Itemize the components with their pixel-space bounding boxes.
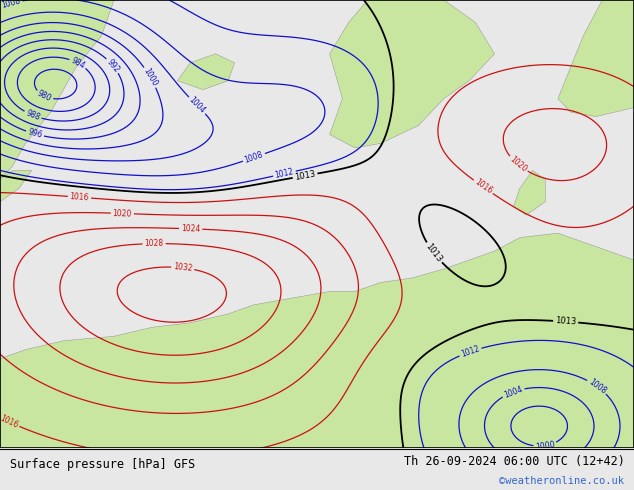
Text: 1013: 1013 <box>555 317 576 327</box>
Text: 1000: 1000 <box>534 440 555 452</box>
Text: Surface pressure [hPa] GFS: Surface pressure [hPa] GFS <box>10 458 195 471</box>
Text: 996: 996 <box>27 127 43 140</box>
Text: 1008: 1008 <box>1 0 22 10</box>
Text: 1000: 1000 <box>141 67 159 88</box>
Polygon shape <box>558 0 634 117</box>
Text: 1012: 1012 <box>460 344 481 359</box>
Text: 1016: 1016 <box>473 178 494 196</box>
Text: 1008: 1008 <box>243 150 264 165</box>
Text: 1004: 1004 <box>187 96 207 116</box>
Text: 1016: 1016 <box>0 414 20 430</box>
Text: 1024: 1024 <box>181 224 200 234</box>
Polygon shape <box>0 171 32 202</box>
Polygon shape <box>0 0 114 179</box>
Text: 1028: 1028 <box>145 239 164 248</box>
Text: 1012: 1012 <box>274 167 295 180</box>
Text: 1013: 1013 <box>424 242 444 264</box>
Text: 980: 980 <box>36 89 53 103</box>
Text: Th 26-09-2024 06:00 UTC (12+42): Th 26-09-2024 06:00 UTC (12+42) <box>404 455 624 468</box>
Polygon shape <box>514 171 545 215</box>
Text: 1008: 1008 <box>586 377 607 396</box>
Text: 992: 992 <box>105 57 121 74</box>
Text: 988: 988 <box>25 108 41 122</box>
Polygon shape <box>0 233 634 448</box>
Polygon shape <box>330 0 495 148</box>
Text: 1020: 1020 <box>113 209 132 218</box>
Polygon shape <box>178 54 235 90</box>
Text: 1032: 1032 <box>172 262 193 273</box>
Text: 1020: 1020 <box>508 155 528 174</box>
Text: 1004: 1004 <box>503 384 524 399</box>
Text: 1016: 1016 <box>70 192 89 202</box>
Text: 984: 984 <box>69 56 86 71</box>
Text: 1013: 1013 <box>294 170 316 182</box>
Text: ©weatheronline.co.uk: ©weatheronline.co.uk <box>500 476 624 486</box>
